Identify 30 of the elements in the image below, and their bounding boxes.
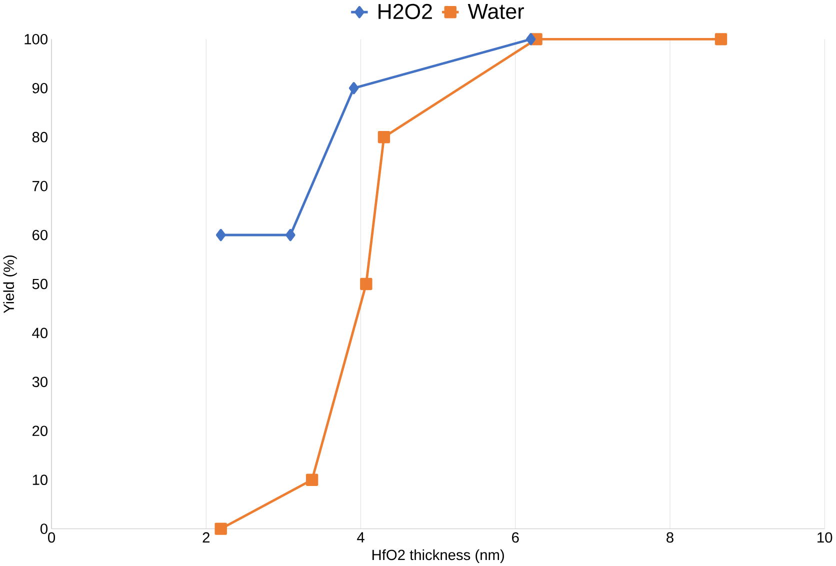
point xyxy=(526,32,536,46)
point xyxy=(216,228,226,242)
y-tick-label: 40 xyxy=(32,328,48,338)
legend-label: H2O2 xyxy=(378,4,432,20)
x-tick-label: 6 xyxy=(512,532,519,543)
y-axis-title: Yield (%) xyxy=(3,255,17,314)
y-tick-label: 90 xyxy=(32,82,48,94)
y-tick-label: 30 xyxy=(32,376,48,387)
point xyxy=(286,228,296,242)
x-tick-label: 2 xyxy=(202,532,210,542)
y-tick-label: 70 xyxy=(32,180,48,192)
x-tick-label: 4 xyxy=(357,532,364,542)
legend-label: Water xyxy=(468,4,524,19)
point xyxy=(714,32,728,46)
y-tick-label: 60 xyxy=(32,230,48,240)
y-tick-label: 80 xyxy=(32,132,48,142)
point xyxy=(378,130,390,144)
y-tick-label: 100 xyxy=(24,34,48,44)
y-tick-label: 10 xyxy=(32,474,48,485)
x-axis-title: HfO2 thickness (nm) xyxy=(372,549,504,563)
x-tick-label: 8 xyxy=(666,532,674,543)
y-tick-label: 0 xyxy=(40,523,48,534)
x-tick-label: 0 xyxy=(48,532,56,543)
x-tick-label: 10 xyxy=(818,532,832,543)
point xyxy=(348,82,359,94)
y-tick-label: 50 xyxy=(32,278,48,290)
point xyxy=(214,522,227,535)
point xyxy=(306,474,318,486)
point xyxy=(360,278,372,290)
y-tick-label: 20 xyxy=(32,426,48,436)
